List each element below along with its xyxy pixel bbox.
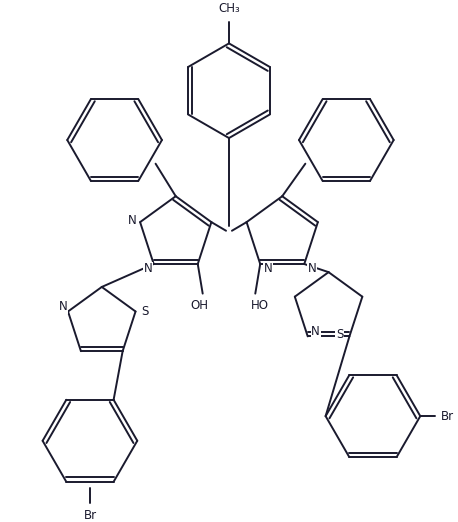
Text: OH: OH	[191, 299, 209, 312]
Text: N: N	[311, 325, 320, 338]
Text: CH₃: CH₃	[218, 3, 240, 15]
Text: Br: Br	[442, 410, 454, 423]
Text: S: S	[336, 328, 344, 341]
Text: Br: Br	[83, 509, 97, 522]
Text: HO: HO	[251, 299, 269, 312]
Text: N: N	[264, 263, 273, 276]
Text: N: N	[143, 263, 152, 276]
Text: S: S	[142, 305, 149, 318]
Text: N: N	[308, 263, 316, 276]
Text: N: N	[59, 300, 67, 313]
Text: N: N	[128, 213, 136, 227]
